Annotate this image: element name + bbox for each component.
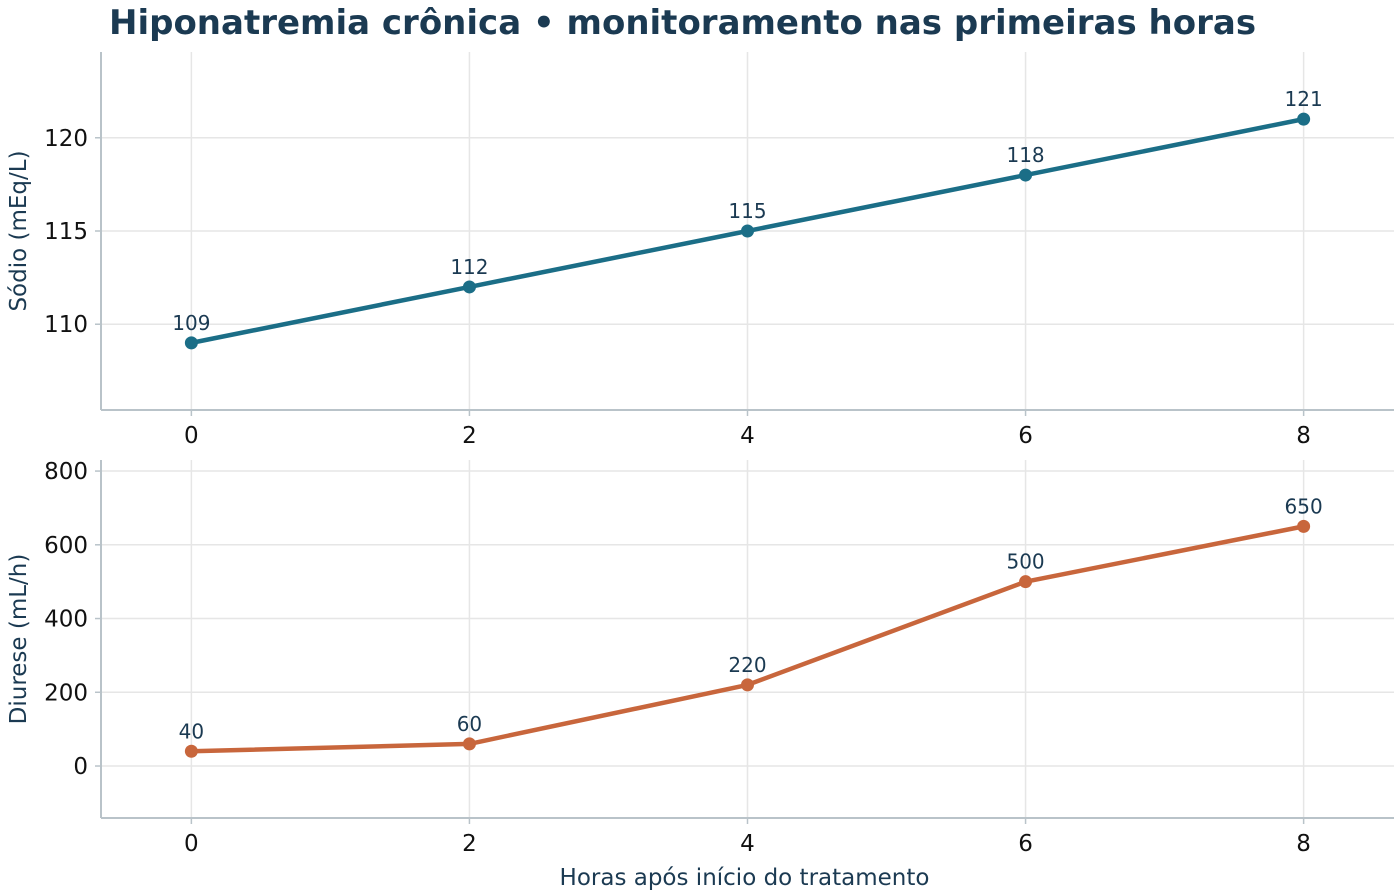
sodium-x-tick-label: 8 — [1296, 423, 1311, 449]
diuresis-data-point — [184, 744, 198, 758]
chart-title: Hiponatremia crônica • monitoramento nas… — [109, 3, 1256, 43]
sodium-data-point — [462, 280, 476, 294]
sodium-y-tick-label: 110 — [44, 312, 88, 338]
sodium-data-label: 121 — [1285, 87, 1323, 111]
diuresis-x-axis-label: Horas após início do tratamento — [560, 865, 930, 891]
sodium-data-label: 109 — [172, 311, 210, 335]
sodium-y-axis-label: Sódio (mEq/L) — [6, 150, 32, 311]
diuresis-data-label: 60 — [457, 712, 482, 736]
diuresis-data-label: 650 — [1285, 494, 1323, 518]
diuresis-data-point — [1019, 575, 1033, 589]
sodium-data-label: 115 — [728, 199, 766, 223]
diuresis-data-point — [741, 678, 754, 692]
diuresis-x-tick-label: 8 — [1296, 831, 1311, 857]
sodium-y-tick-label: 120 — [44, 126, 88, 152]
diuresis-x-tick-label: 6 — [1018, 831, 1033, 857]
diuresis-y-tick-label: 200 — [44, 680, 88, 706]
sodium-data-point — [1297, 112, 1311, 126]
diuresis-data-point — [1297, 519, 1311, 533]
diuresis-y-tick-label: 400 — [44, 607, 88, 633]
sodium-data-point — [184, 336, 198, 350]
diuresis-y-axis-label: Diurese (mL/h) — [6, 554, 32, 725]
diuresis-data-label: 220 — [728, 653, 766, 677]
sodium-x-tick-label: 4 — [740, 423, 755, 449]
sodium-panel: 0 2 4 6 8 110 115 120 Sódio (mEq/L) 109 112 115 118 1… — [6, 52, 1394, 449]
diuresis-x-tick-label: 2 — [462, 831, 477, 857]
diuresis-data-point — [462, 737, 476, 751]
diuresis-y-tick-label: 600 — [44, 533, 88, 559]
diuresis-data-label: 500 — [1006, 550, 1044, 574]
sodium-data-point — [741, 224, 754, 238]
sodium-y-tick-label: 115 — [44, 219, 88, 245]
diuresis-x-tick-label: 4 — [740, 831, 755, 857]
diuresis-panel: 0 2 4 6 8 0 200 400 600 800 Diurese (mL/h) Horas ap… — [6, 459, 1394, 891]
diuresis-x-tick-label: 0 — [184, 831, 199, 857]
sodium-x-tick-label: 0 — [184, 423, 199, 449]
diuresis-data-label: 40 — [179, 719, 204, 743]
sodium-data-label: 118 — [1006, 143, 1044, 167]
sodium-data-point — [1019, 168, 1033, 182]
diuresis-y-tick-label: 800 — [44, 459, 88, 485]
sodium-data-label: 112 — [450, 255, 488, 279]
sodium-x-tick-label: 6 — [1018, 423, 1033, 449]
sodium-x-tick-label: 2 — [462, 423, 477, 449]
diuresis-y-tick-label: 0 — [73, 754, 88, 780]
